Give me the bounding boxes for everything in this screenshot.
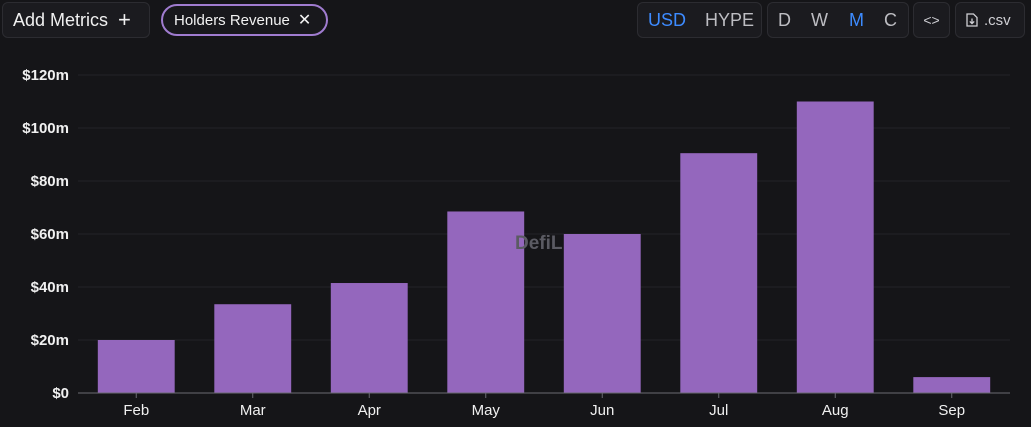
bar-jul[interactable] [680, 153, 758, 393]
x-tick-label: May [472, 402, 501, 419]
bar-feb[interactable] [97, 340, 175, 393]
y-tick-label: $40m [31, 279, 69, 296]
bar-may[interactable] [447, 211, 525, 393]
metric-chip-label: Holders Revenue [174, 11, 290, 29]
embed-button[interactable]: <> [913, 2, 950, 38]
bar-chart: DefiL $0 $20m $40m $60m $80m $100m $120m Feb Ma… [22, 67, 1010, 419]
bar-mar[interactable] [214, 304, 292, 393]
add-metrics-label: Add Metrics [13, 9, 109, 30]
plus-icon: + [118, 7, 131, 32]
period-toggle: D W M C [767, 2, 909, 38]
y-axis: $0 $20m $40m $60m $80m $100m $120m [22, 67, 69, 402]
x-tick-label: Aug [822, 402, 849, 419]
bar-apr[interactable] [330, 283, 408, 393]
toolbar: Add Metrics + Holders Revenue ✕ USD HYPE… [0, 0, 1031, 40]
add-metrics-button[interactable]: Add Metrics + [2, 2, 150, 38]
x-tick-label: Apr [358, 402, 381, 419]
currency-option-hype[interactable]: HYPE [705, 9, 755, 30]
watermark: DefiL [515, 233, 563, 254]
x-axis: Feb Mar Apr May Jun Jul Aug Sep [123, 393, 965, 419]
currency-option-usd[interactable]: USD [648, 9, 687, 30]
file-download-icon [966, 13, 978, 27]
y-tick-label: $120m [22, 67, 69, 84]
x-tick-label: Mar [240, 402, 266, 419]
y-tick-label: $100m [22, 120, 69, 137]
bar-jun[interactable] [563, 234, 641, 393]
csv-download-button[interactable]: .csv [955, 2, 1025, 38]
y-tick-label: $20m [31, 332, 69, 349]
close-icon[interactable]: ✕ [297, 12, 312, 29]
x-tick-label: Feb [123, 402, 149, 419]
metric-chip-holders-revenue[interactable]: Holders Revenue ✕ [161, 4, 328, 36]
period-option-month[interactable]: M [849, 9, 864, 30]
currency-toggle: USD HYPE [637, 2, 762, 38]
period-option-week[interactable]: W [811, 9, 828, 30]
x-tick-label: Jun [590, 402, 614, 419]
csv-label: .csv [984, 11, 1011, 29]
x-tick-label: Sep [938, 402, 965, 419]
bar-sep[interactable] [913, 377, 991, 393]
period-option-cumulative[interactable]: C [884, 9, 897, 30]
code-icon: <> [923, 12, 940, 28]
bars [97, 101, 991, 394]
x-tick-label: Jul [709, 402, 728, 419]
y-tick-label: $80m [31, 173, 69, 190]
y-tick-label: $60m [31, 226, 69, 243]
y-tick-label: $0 [52, 385, 69, 402]
period-option-day[interactable]: D [778, 9, 791, 30]
bar-aug[interactable] [796, 101, 874, 394]
